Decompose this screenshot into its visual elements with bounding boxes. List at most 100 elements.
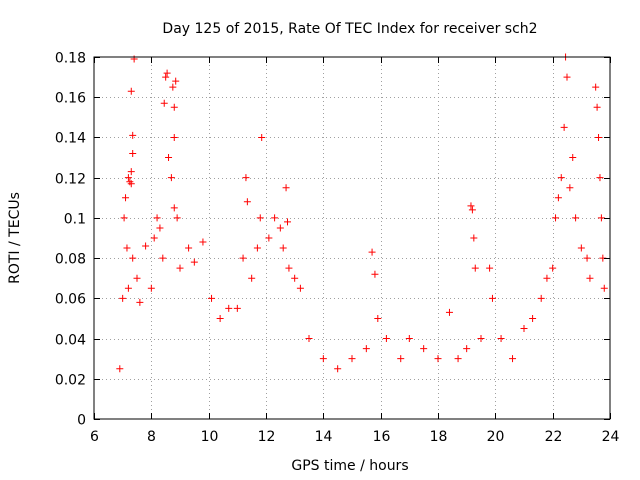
data-point — [248, 274, 256, 282]
data-point — [153, 214, 161, 222]
data-point — [169, 83, 177, 91]
data-point — [463, 345, 471, 353]
data-point — [127, 87, 135, 95]
data-point — [256, 214, 264, 222]
data-point — [468, 206, 476, 214]
data-point — [471, 264, 479, 272]
data-point — [159, 254, 167, 262]
data-point — [129, 254, 137, 262]
data-point — [305, 335, 313, 343]
x-tick-label: 10 — [201, 429, 219, 445]
data-point — [127, 180, 135, 188]
y-axis-label: ROTI / TECUs — [7, 192, 23, 284]
data-point — [124, 174, 132, 182]
data-point — [170, 133, 178, 141]
x-tick-label: 20 — [487, 429, 505, 445]
y-tick-label: 0.12 — [55, 172, 86, 188]
data-point — [258, 133, 266, 141]
x-axis-label: GPS time / hours — [291, 458, 408, 474]
data-point — [467, 202, 475, 210]
y-tick-label: 0.18 — [55, 51, 86, 67]
data-point — [265, 234, 273, 242]
data-point — [243, 198, 251, 206]
data-point — [420, 345, 428, 353]
x-tick-label: 8 — [147, 429, 156, 445]
data-point — [552, 214, 560, 222]
data-point — [362, 345, 370, 353]
data-point — [116, 365, 124, 373]
data-point — [282, 184, 290, 192]
data-point — [276, 224, 284, 232]
data-point — [560, 123, 568, 131]
data-point — [119, 294, 127, 302]
data-point — [596, 174, 604, 182]
y-tick-label: 0.04 — [55, 333, 86, 349]
data-point — [592, 83, 600, 91]
data-point — [176, 264, 184, 272]
x-tick-label: 14 — [315, 429, 333, 445]
plot-frame — [93, 56, 611, 420]
data-point — [296, 284, 304, 292]
axis-ticks: 6 8 10 12 14 16 18 20 22 24 0 0.02 0.04 0.06 0.08 0.1 0.… — [55, 51, 620, 446]
data-point — [150, 234, 158, 242]
data-point — [233, 304, 241, 312]
data-point — [216, 314, 224, 322]
data-point — [569, 154, 577, 162]
data-point — [170, 103, 178, 111]
y-tick-label: 0.1 — [64, 212, 86, 228]
data-point — [520, 325, 528, 332]
data-point — [120, 214, 128, 222]
data-point — [239, 254, 247, 262]
data-point — [557, 174, 565, 182]
data-point — [597, 214, 605, 222]
data-point — [445, 308, 453, 316]
data-point — [486, 264, 494, 272]
x-tick-label: 12 — [258, 429, 276, 445]
data-points — [116, 53, 608, 373]
data-point — [593, 103, 601, 111]
data-point — [142, 242, 150, 250]
data-point — [397, 355, 405, 363]
data-point — [583, 254, 591, 262]
data-point — [129, 131, 137, 139]
data-point — [434, 355, 442, 363]
data-point — [566, 184, 574, 192]
chart-title: Day 125 of 2015, Rate Of TEC Index for r… — [162, 21, 537, 37]
y-tick-label: 0.16 — [55, 91, 86, 107]
data-point — [577, 244, 585, 252]
data-point — [285, 264, 293, 272]
data-point — [600, 284, 608, 292]
data-point — [374, 314, 382, 322]
x-tick-label: 24 — [602, 429, 620, 445]
data-point — [284, 218, 291, 226]
data-point — [124, 284, 132, 292]
data-point — [334, 365, 342, 373]
data-point — [488, 294, 496, 302]
data-point — [271, 214, 279, 222]
data-point — [291, 274, 299, 282]
data-point — [160, 99, 168, 107]
data-point — [572, 214, 580, 222]
y-tick-label: 0.08 — [55, 252, 86, 268]
x-tick-label: 6 — [90, 429, 99, 445]
data-point — [199, 238, 207, 246]
data-point — [136, 298, 144, 306]
data-point — [133, 274, 141, 282]
data-point — [509, 355, 517, 363]
data-point — [173, 214, 181, 222]
data-point — [563, 73, 571, 81]
data-point — [129, 150, 137, 158]
data-point — [470, 234, 478, 242]
data-point — [147, 284, 155, 292]
data-point — [163, 69, 171, 77]
data-point — [586, 274, 594, 282]
data-point — [382, 335, 390, 343]
y-tick-label: 0.06 — [55, 292, 86, 308]
x-tick-label: 18 — [430, 429, 448, 445]
x-tick-label: 16 — [373, 429, 391, 445]
data-point — [319, 355, 327, 363]
y-tick-label: 0.02 — [55, 373, 86, 389]
data-point — [190, 258, 198, 266]
data-point — [127, 168, 135, 176]
